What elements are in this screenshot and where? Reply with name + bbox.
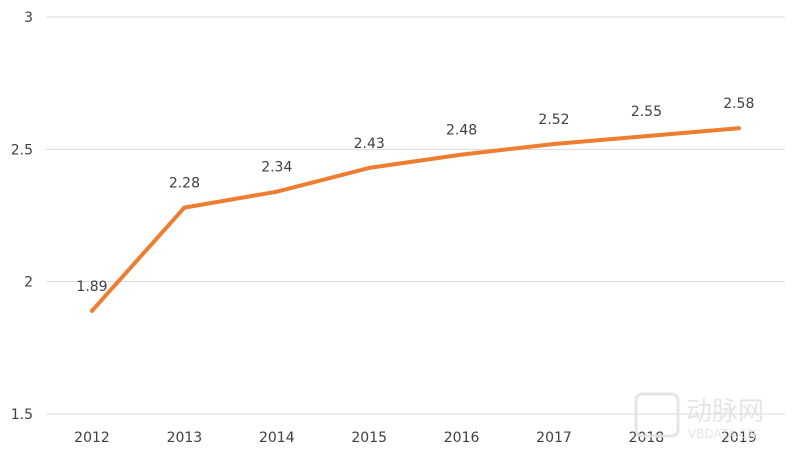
data-label: 2.43 (354, 136, 385, 152)
data-point (552, 142, 556, 147)
x-tick-label: 2012 (74, 430, 110, 446)
series-layer (90, 126, 741, 313)
x-tick-label: 2015 (351, 430, 387, 446)
data-point (90, 308, 94, 313)
series-line (90, 126, 741, 313)
gridlines (46, 16, 785, 415)
data-point (367, 165, 372, 170)
data-label: 2.58 (723, 96, 754, 112)
data-point (274, 189, 279, 194)
y-tick-label: 2 (24, 275, 33, 291)
data-label: 2.34 (261, 160, 292, 176)
data-point (736, 126, 741, 131)
data-point (459, 152, 464, 157)
x-tick-label: 2018 (629, 430, 665, 446)
data-label: 2.28 (169, 176, 200, 192)
watermark-site-text: VBDATA.CN (688, 427, 756, 441)
x-tick-label: 2013 (167, 430, 203, 446)
data-label: 2.55 (631, 104, 662, 120)
data-label: 2.52 (538, 112, 569, 128)
watermark-logo-mark (634, 392, 680, 438)
watermark-logo-text: 动脉网 (686, 397, 764, 427)
data-label: 1.89 (76, 279, 107, 295)
x-tick-label: 2017 (536, 430, 572, 446)
y-tick-label: 1.5 (11, 407, 33, 423)
y-tick-label: 3 (24, 10, 33, 26)
x-tick-label: 2016 (444, 430, 480, 446)
y-tick-label: 2.5 (11, 142, 33, 158)
watermark-logo: 动脉网 VBDATA.CN (634, 392, 764, 441)
x-tick-label: 2014 (259, 430, 295, 446)
data-labels: 1.89 2.28 2.34 2.43 2.48 2.52 2.55 2.58 (76, 96, 754, 295)
x-tick-label: 2019 (721, 430, 757, 446)
x-axis-tick-labels: 2012 2013 2014 2015 2016 2017 2018 2019 (74, 430, 756, 446)
data-label: 2.48 (446, 123, 477, 139)
y-axis-tick-labels: 1.5 2 2.5 3 (11, 10, 33, 423)
data-point (182, 205, 187, 210)
data-point (644, 134, 649, 139)
